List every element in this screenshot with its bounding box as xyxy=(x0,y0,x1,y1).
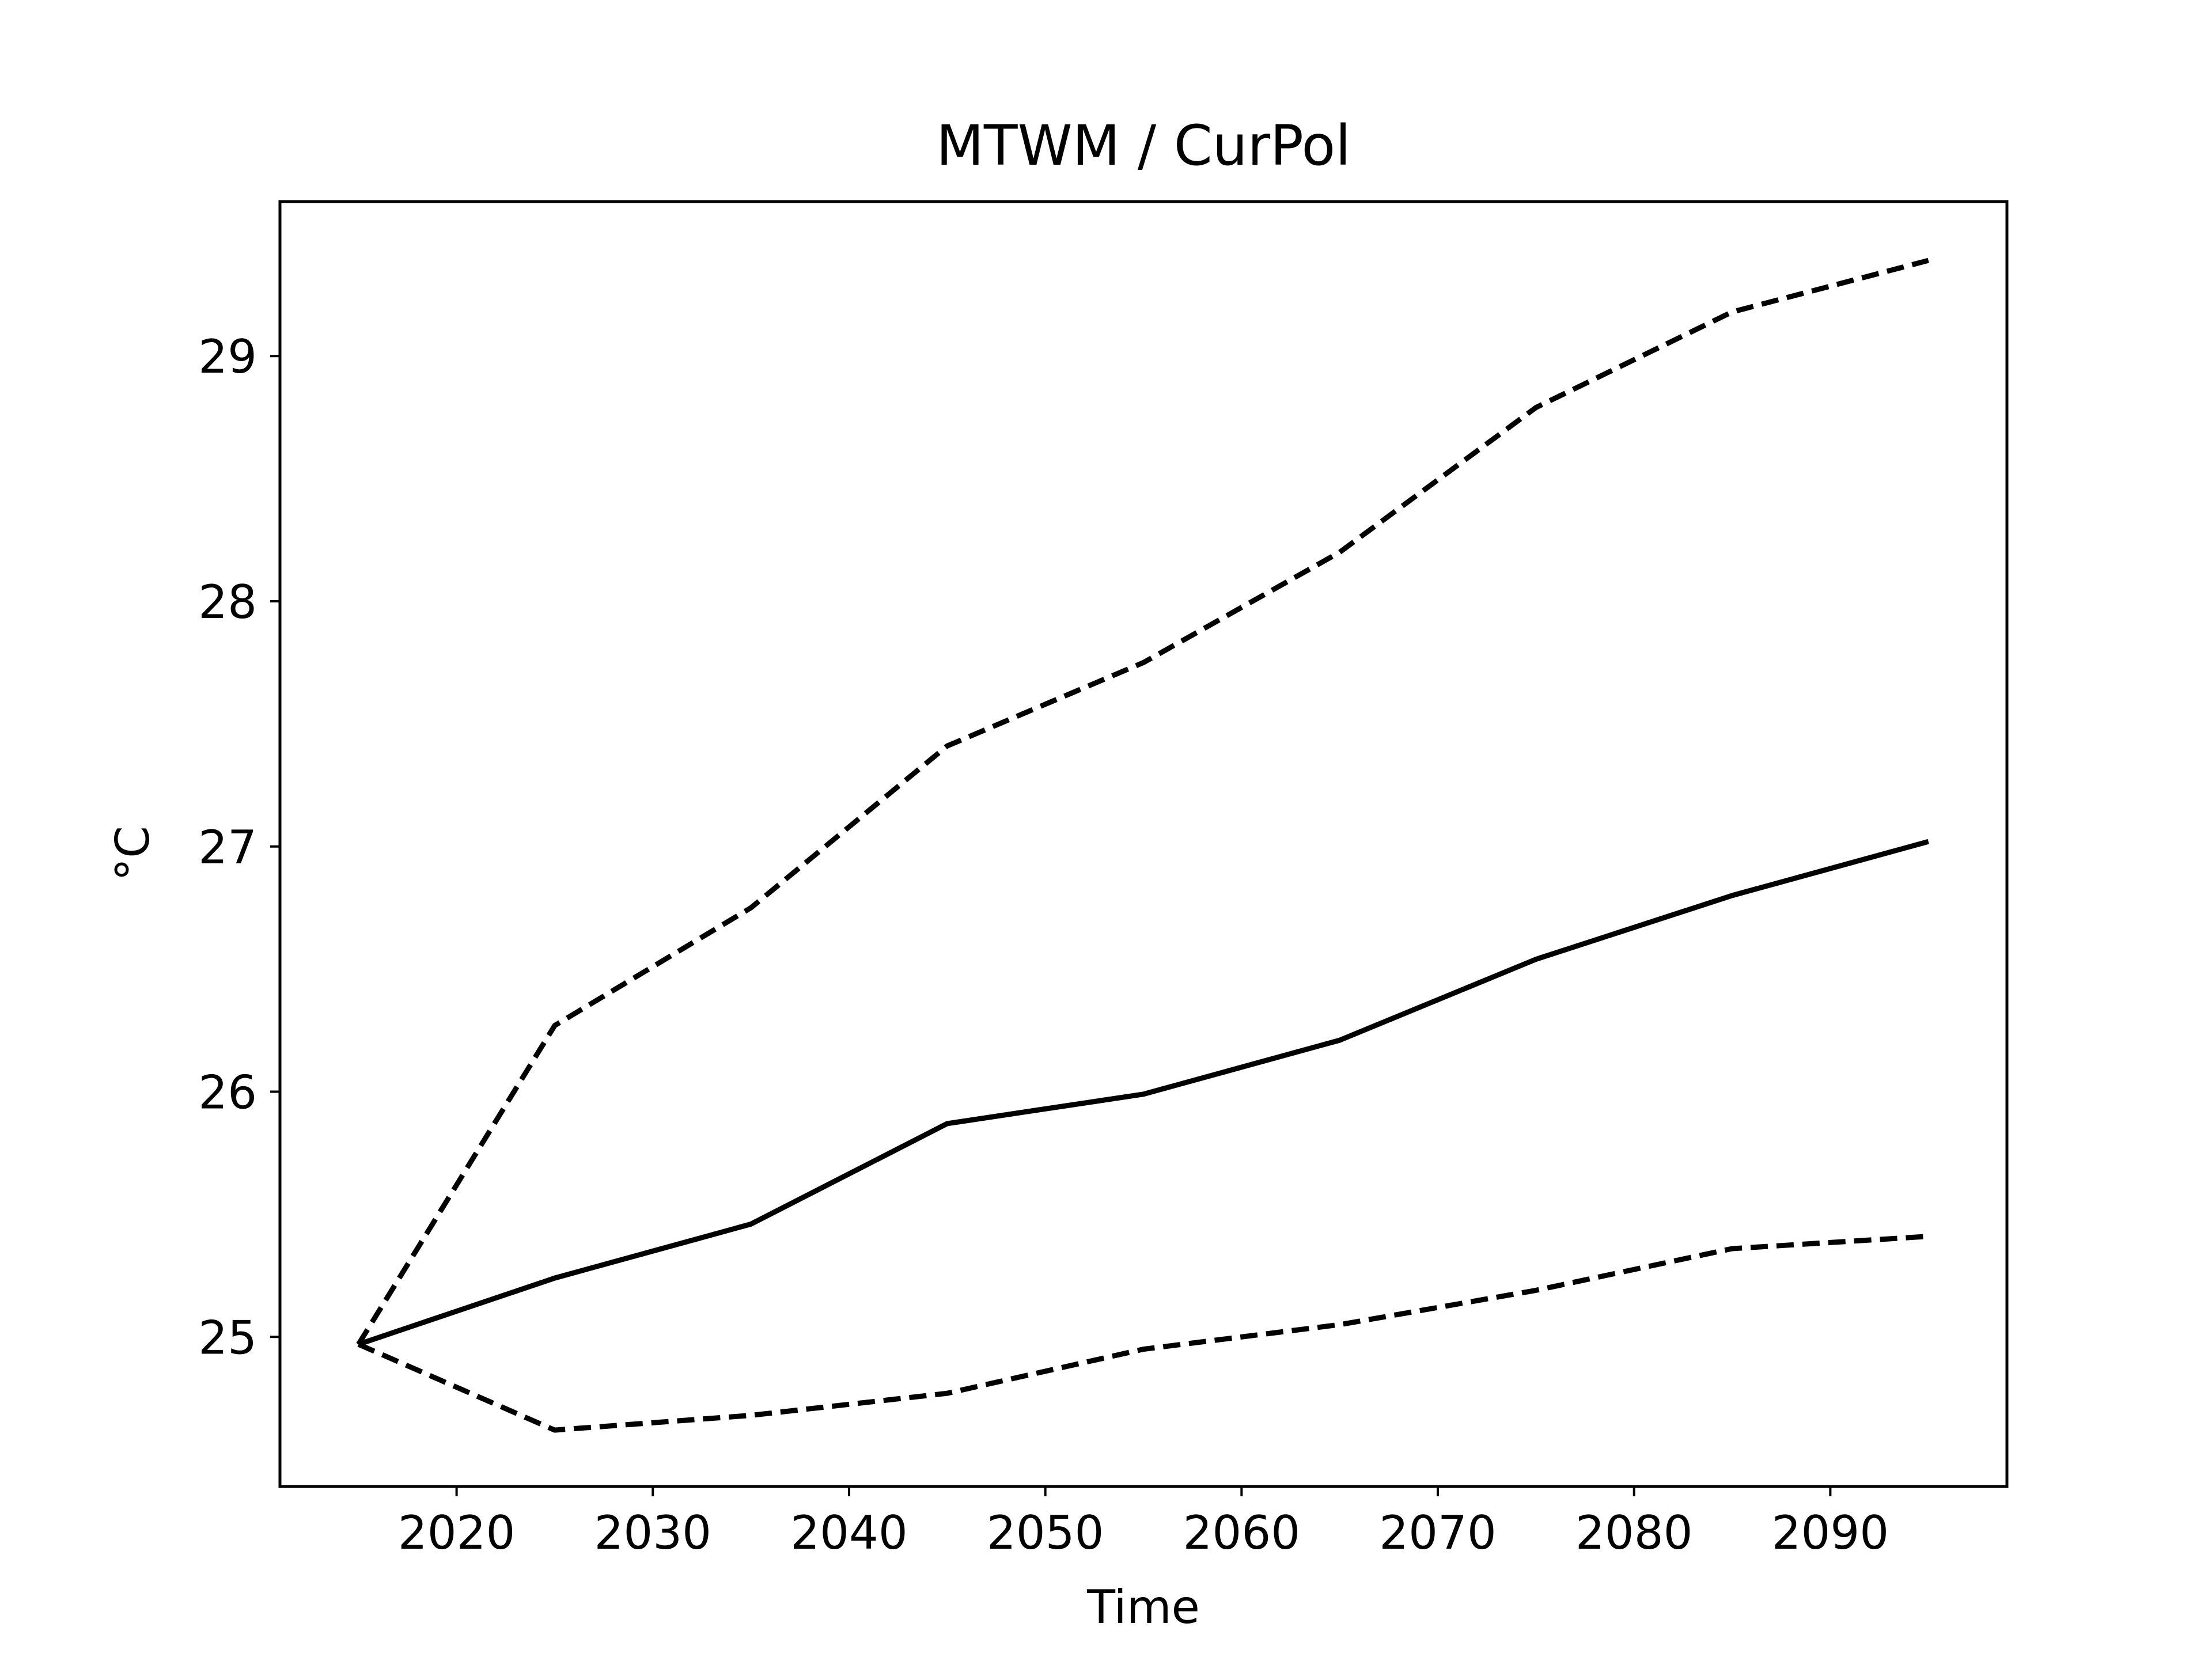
y-axis-label: °C xyxy=(106,826,160,881)
series-upper-bound-line xyxy=(356,257,1929,1346)
y-tick-label: 27 xyxy=(198,821,257,874)
x-tick-label: 2030 xyxy=(594,1506,711,1560)
x-tick-label: 2090 xyxy=(1772,1506,1889,1560)
y-tick-label: 29 xyxy=(198,330,257,384)
y-tick-label: 28 xyxy=(198,575,257,629)
x-axis-label: Time xyxy=(1086,1580,1200,1634)
x-tick-label: 2080 xyxy=(1575,1506,1693,1560)
plot-frame xyxy=(278,200,2009,1488)
series-median-line xyxy=(357,839,1929,1347)
y-axis-ticks: 25 26 27 28 29 xyxy=(198,330,280,1364)
chart-title: MTWM / CurPol xyxy=(936,113,1351,178)
x-tick-label: 2040 xyxy=(790,1506,908,1560)
series-layer xyxy=(356,257,1929,1433)
x-tick-label: 2020 xyxy=(398,1506,516,1560)
y-tick-label: 26 xyxy=(198,1066,257,1120)
x-tick-label: 2060 xyxy=(1183,1506,1301,1560)
y-tick-label: 25 xyxy=(198,1311,257,1364)
x-tick-label: 2070 xyxy=(1379,1506,1497,1560)
series-lower-bound-line xyxy=(357,1234,1929,1433)
x-tick-label: 2050 xyxy=(987,1506,1104,1560)
x-axis-ticks: 2020 2030 2040 2050 2060 2070 2080 2090 xyxy=(398,1486,1889,1560)
